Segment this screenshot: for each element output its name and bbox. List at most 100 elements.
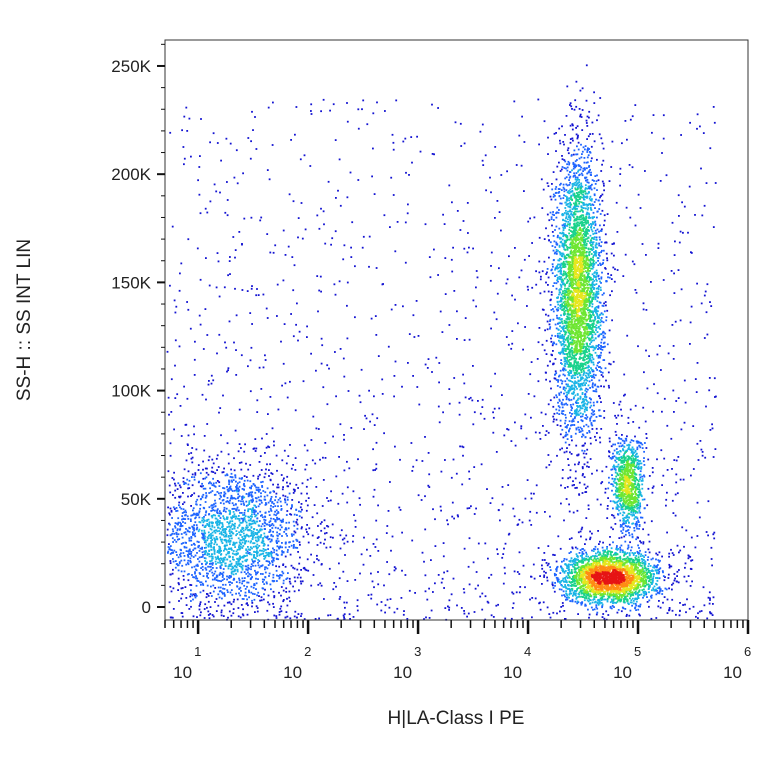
- event-point: [463, 247, 466, 250]
- event-point: [619, 551, 622, 553]
- event-point: [176, 393, 179, 396]
- event-point: [593, 608, 596, 611]
- event-point: [561, 569, 564, 571]
- event-point: [360, 368, 363, 371]
- event-point: [595, 388, 598, 391]
- event-point: [303, 444, 306, 447]
- event-point: [563, 451, 566, 454]
- event-point: [528, 255, 530, 257]
- event-point: [311, 459, 314, 462]
- event-point: [380, 609, 383, 612]
- event-point: [205, 563, 207, 566]
- event-point: [249, 491, 252, 494]
- event-point: [624, 393, 626, 396]
- event-point: [458, 401, 461, 404]
- event-point: [218, 590, 221, 593]
- event-point: [602, 182, 605, 185]
- event-point: [179, 506, 181, 509]
- event-point: [455, 472, 458, 475]
- event-point: [238, 579, 241, 582]
- event-point: [641, 478, 644, 480]
- event-point: [569, 476, 572, 479]
- event-point: [565, 558, 568, 561]
- event-point: [657, 605, 660, 608]
- event-point: [575, 553, 578, 556]
- event-point: [260, 469, 263, 471]
- event-point: [214, 485, 217, 488]
- event-point: [683, 421, 686, 424]
- event-point: [261, 552, 264, 555]
- event-point: [396, 607, 399, 610]
- event-point: [174, 526, 177, 529]
- event-point: [605, 465, 608, 468]
- event-point: [198, 193, 201, 196]
- event-point: [625, 520, 627, 523]
- event-point: [587, 181, 590, 184]
- event-point: [595, 261, 597, 264]
- event-point: [552, 219, 555, 221]
- event-point: [211, 578, 214, 581]
- event-point: [556, 385, 559, 387]
- event-point: [539, 292, 542, 295]
- event-point: [345, 534, 348, 537]
- event-point: [224, 562, 227, 565]
- event-point: [564, 380, 567, 383]
- event-point: [657, 247, 660, 249]
- event-point: [215, 520, 218, 523]
- event-point: [581, 87, 584, 90]
- event-point: [199, 507, 201, 510]
- event-point: [185, 511, 187, 514]
- event-point: [408, 174, 410, 176]
- event-point: [248, 573, 251, 575]
- event-point: [339, 423, 342, 426]
- event-point: [242, 519, 244, 522]
- event-point: [598, 244, 601, 247]
- event-point: [225, 548, 228, 551]
- event-point: [579, 173, 581, 176]
- event-point: [582, 413, 584, 415]
- event-point: [633, 527, 636, 529]
- event-point: [166, 534, 169, 537]
- event-point: [601, 249, 603, 252]
- event-point: [239, 616, 242, 619]
- event-point: [579, 113, 582, 116]
- event-point: [564, 441, 567, 444]
- event-point: [255, 486, 258, 489]
- event-point: [247, 468, 250, 471]
- event-point: [584, 384, 586, 386]
- event-point: [596, 601, 599, 604]
- event-point: [620, 438, 623, 440]
- event-point: [188, 549, 191, 552]
- event-point: [503, 566, 506, 569]
- event-point: [605, 379, 607, 382]
- event-point: [290, 564, 293, 567]
- event-point: [240, 468, 243, 471]
- event-point: [539, 438, 542, 440]
- event-point: [612, 480, 615, 483]
- event-point: [206, 467, 208, 470]
- event-point: [592, 401, 595, 404]
- event-point: [195, 448, 198, 451]
- event-point: [619, 519, 622, 522]
- event-point: [563, 194, 565, 197]
- event-point: [206, 554, 209, 556]
- event-point: [217, 586, 220, 589]
- event-point: [238, 541, 241, 544]
- event-point: [334, 293, 337, 296]
- event-point: [248, 522, 251, 525]
- event-point: [667, 573, 670, 576]
- event-point: [613, 606, 615, 608]
- event-point: [310, 584, 313, 587]
- event-point: [575, 80, 578, 83]
- event-point: [278, 576, 281, 579]
- event-point: [663, 397, 666, 400]
- event-point: [280, 521, 283, 523]
- event-point: [249, 480, 252, 483]
- event-point: [482, 164, 485, 166]
- event-point: [266, 582, 268, 585]
- event-point: [632, 448, 635, 451]
- event-point: [200, 581, 203, 584]
- event-point: [223, 592, 226, 594]
- event-point: [518, 573, 521, 575]
- event-point: [248, 500, 251, 502]
